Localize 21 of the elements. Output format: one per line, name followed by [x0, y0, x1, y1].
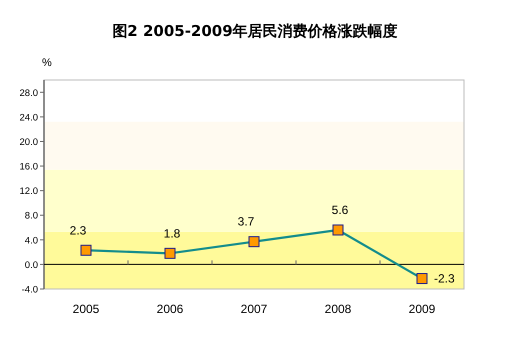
data-label: -2.3	[434, 272, 456, 286]
y-tick-label: 24.0	[20, 112, 38, 124]
y-tick-label: 8.0	[24, 210, 38, 222]
y-tick-label: 20.0	[20, 136, 38, 148]
y-tick-label: 4.0	[24, 235, 38, 246]
x-tick-label: 2009	[408, 302, 436, 316]
y-axis-title: %	[42, 57, 52, 69]
x-tick-label: 2007	[240, 302, 268, 316]
y-tick-label: 0.0	[24, 260, 38, 271]
data-label: 3.7	[238, 214, 255, 229]
y-tick-label: 16.0	[20, 162, 38, 173]
x-tick-label: 2006	[156, 302, 184, 316]
data-label: 5.6	[332, 202, 349, 217]
x-tick-label: 2008	[324, 302, 352, 316]
chart-title: 图2 2005-2009年居民消费价格涨跌幅度	[112, 22, 398, 40]
y-tick-label: 28.0	[20, 88, 38, 99]
data-label: 2.3	[70, 223, 87, 238]
y-tick-label: 12.0	[20, 186, 38, 198]
y-tick-label: -4.0	[22, 284, 38, 296]
x-tick-label: 2005	[72, 302, 100, 316]
data-label: 1.8	[164, 226, 181, 240]
